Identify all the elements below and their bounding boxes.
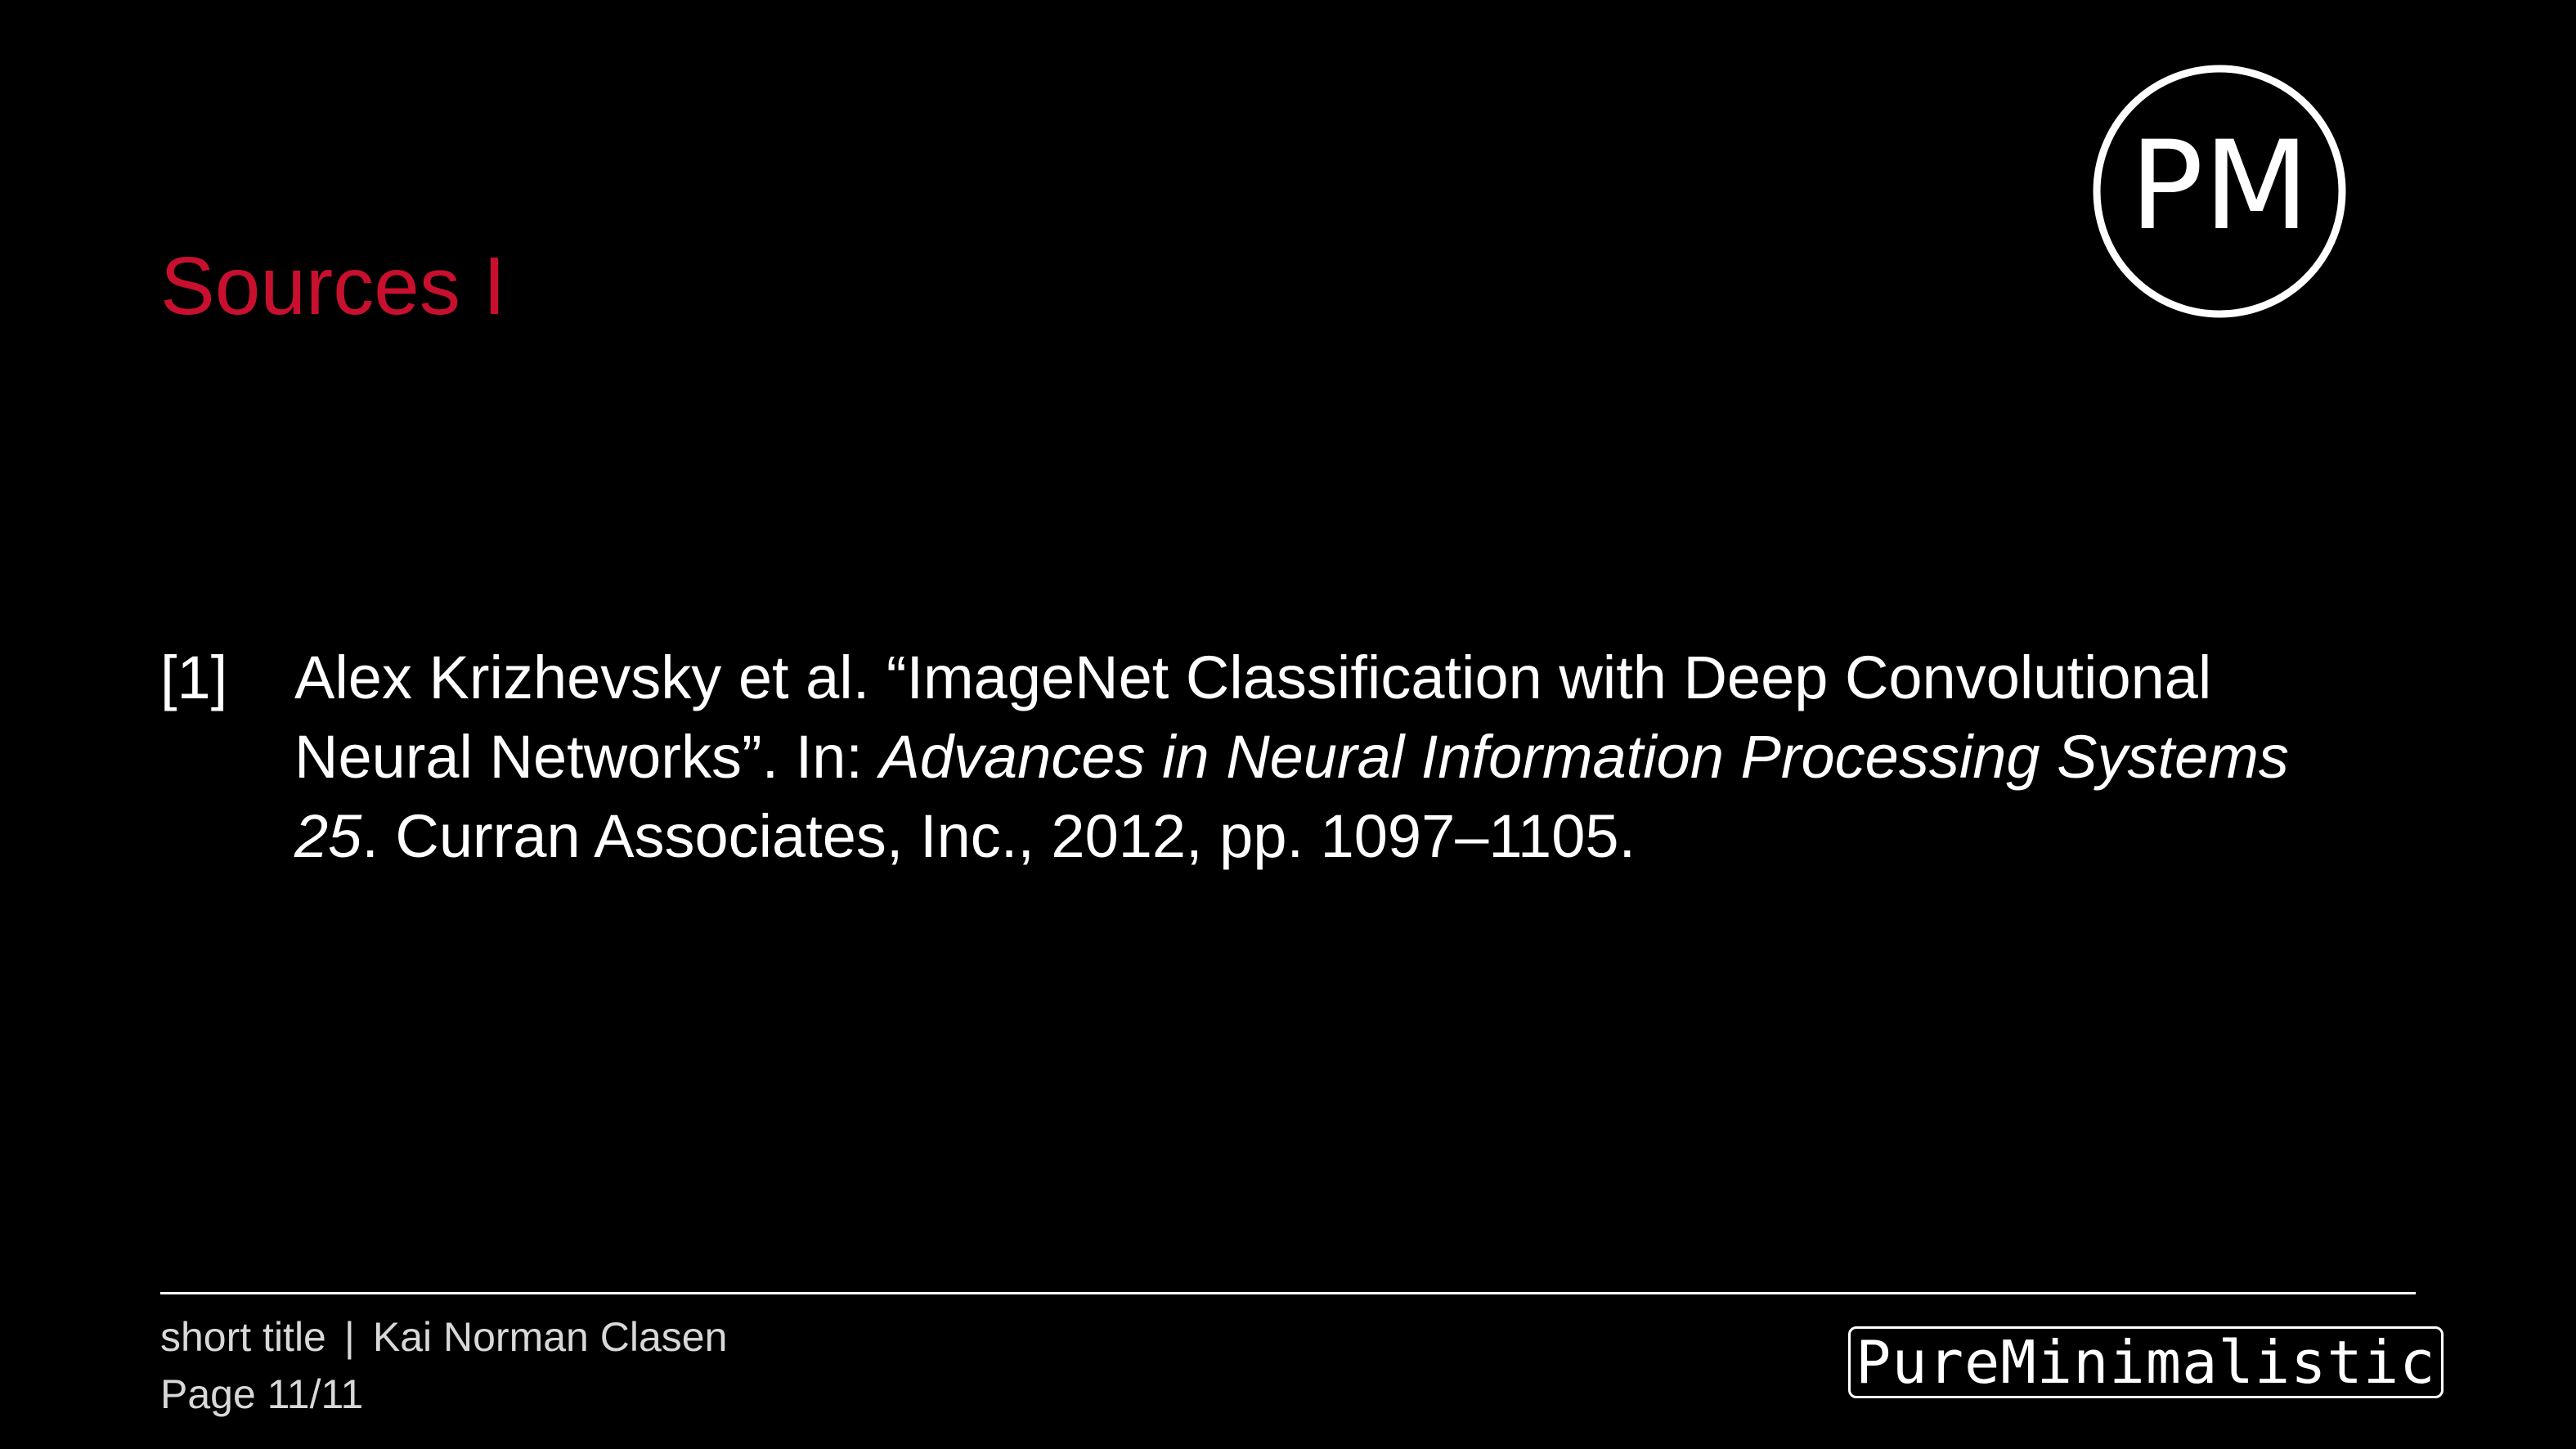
brand-badge: PureMinimalistic bbox=[1848, 1326, 2444, 1398]
footer-divider bbox=[160, 1292, 2416, 1294]
reference-line-1: Alex Krizhevsky et al. “ImageNet Classif… bbox=[294, 644, 2212, 711]
footer-line-1: short title | Kai Norman Clasen bbox=[160, 1308, 727, 1366]
reference-line-3-plain: . Curran Associates, Inc., 2012, pp. 109… bbox=[361, 802, 1636, 870]
pm-logo: PM bbox=[2090, 62, 2349, 321]
footer-short-title: short title bbox=[160, 1314, 326, 1360]
reference-line-3: 25. Curran Associates, Inc., 2012, pp. 1… bbox=[294, 796, 2434, 876]
pm-logo-text: PM bbox=[2129, 115, 2309, 258]
reference-volume: 25 bbox=[294, 802, 362, 870]
reference-line-2-plain: Neural Networks”. In: bbox=[294, 723, 880, 791]
footer-author: Kai Norman Clasen bbox=[372, 1314, 728, 1360]
footer: short title | Kai Norman Clasen Page 11/11 bbox=[160, 1308, 727, 1423]
footer-page-number: Page 11/11 bbox=[160, 1371, 364, 1417]
reference-entry: Alex Krizhevsky et al. “ImageNet Classif… bbox=[294, 638, 2434, 876]
bibliography: [1] Alex Krizhevsky et al. “ImageNet Cla… bbox=[160, 638, 2434, 876]
reference-label: [1] bbox=[160, 644, 228, 711]
footer-separator: | bbox=[343, 1314, 355, 1360]
slide-title: Sources I bbox=[160, 240, 506, 332]
reference-venue: Advances in Neural Information Processin… bbox=[879, 723, 2289, 791]
pm-logo-icon: PM bbox=[2093, 65, 2346, 318]
reference-line-2: Neural Networks”. In: Advances in Neural… bbox=[294, 717, 2434, 796]
